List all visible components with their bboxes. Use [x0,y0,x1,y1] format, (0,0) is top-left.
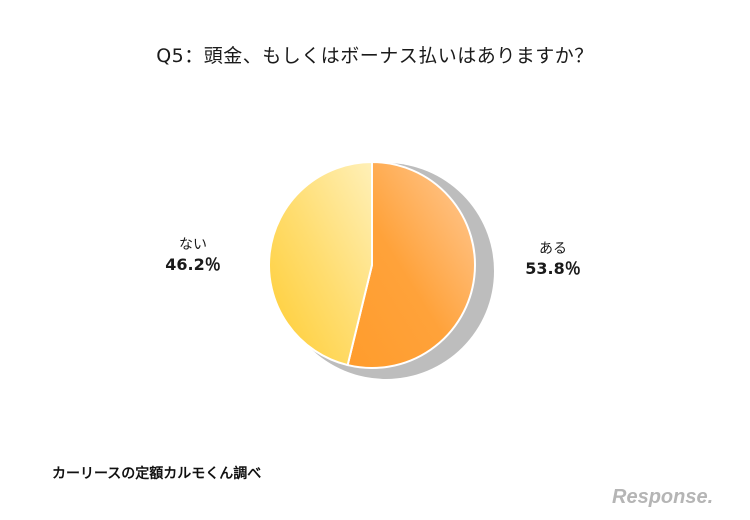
slice-name-aru: ある [539,241,567,257]
source-note: カーリースの定額カルモくん調べ [52,466,262,482]
slice-label-nai: ない 46.2％ [138,237,248,275]
slice-name-nai: ない [179,237,207,253]
pie-slice-aru [346,160,476,369]
response-logo: Response. [612,486,713,508]
chart-title: Q5：頭金、もしくはボーナス払いはありますか？ [156,45,594,67]
response-logo-text: Response. [612,486,713,508]
slice-value-aru: 53.8％ [525,258,581,278]
slice-value-nai: 46.2％ [165,254,221,274]
pie-slice-nai [268,160,373,367]
slice-label-aru: ある 53.8％ [498,241,608,279]
